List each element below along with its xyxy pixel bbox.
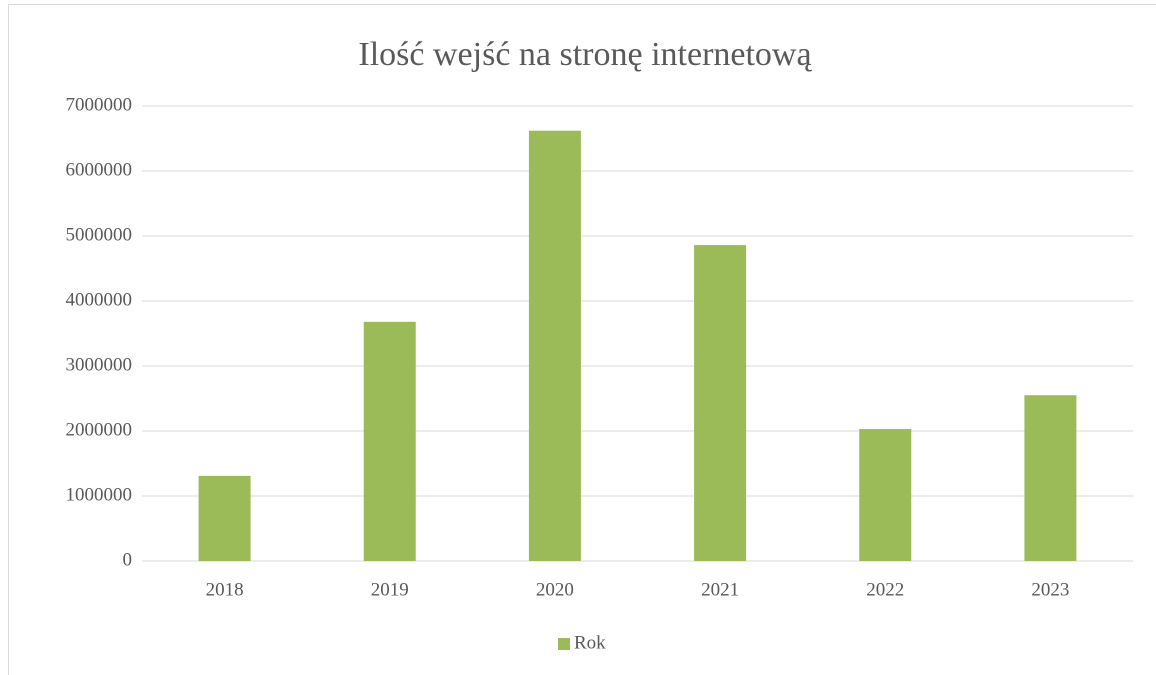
bar [694, 245, 747, 561]
y-tick-label: 2000000 [66, 419, 133, 440]
y-tick-label: 6000000 [66, 159, 133, 180]
x-tick-label: 2023 [1031, 579, 1069, 600]
x-tick-label: 2019 [371, 579, 409, 600]
x-tick-label: 2021 [701, 579, 739, 600]
y-tick-label: 5000000 [66, 224, 133, 245]
legend-swatch [558, 638, 570, 650]
chart-frame [8, 4, 1156, 675]
chart-title: Ilość wejść na stronę internetową [358, 36, 812, 73]
x-tick-label: 2020 [536, 579, 574, 600]
y-tick-label: 3000000 [66, 354, 133, 375]
x-tick-label: 2018 [206, 579, 244, 600]
y-tick-label: 4000000 [66, 289, 133, 310]
x-tick-label: 2022 [866, 579, 904, 600]
y-tick-label: 7000000 [66, 94, 133, 115]
bar [198, 475, 251, 561]
y-tick-label: 0 [123, 549, 133, 570]
legend-label: Rok [574, 632, 606, 653]
bar [1024, 395, 1077, 561]
bar [528, 130, 581, 561]
bar [859, 429, 912, 561]
bar [363, 321, 416, 561]
y-tick-label: 1000000 [66, 484, 133, 505]
